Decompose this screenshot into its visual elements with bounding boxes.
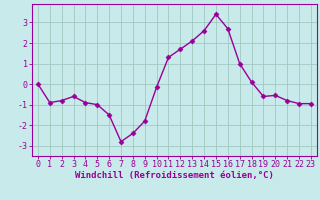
X-axis label: Windchill (Refroidissement éolien,°C): Windchill (Refroidissement éolien,°C)	[75, 171, 274, 180]
